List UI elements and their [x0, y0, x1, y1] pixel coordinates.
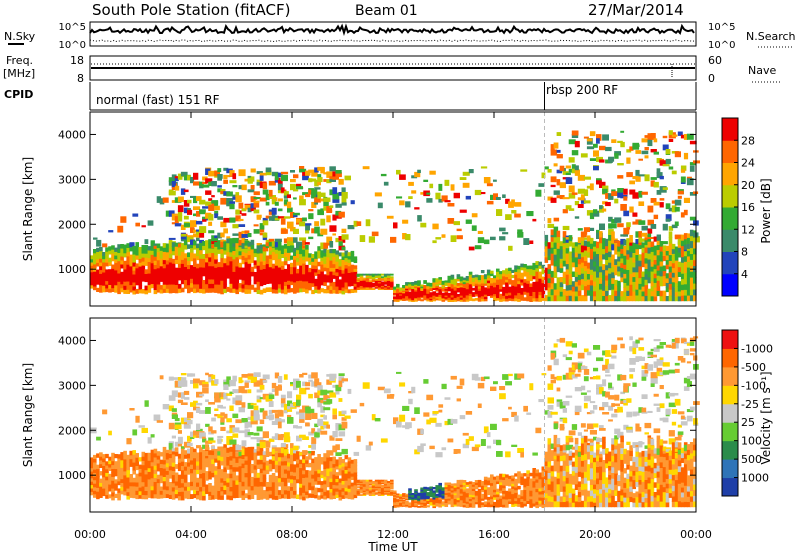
power-colorbar-swatch [722, 185, 738, 208]
velocity-colorbar-label: Velocity [m s⁻¹] [759, 371, 773, 464]
xtick-5: 20:00 [579, 528, 611, 541]
freq-tick-bottom: 8 [77, 72, 84, 85]
velocity-colorbar-swatch [722, 422, 738, 441]
velocity-ytick-3: 4000 [58, 334, 86, 347]
velocity-colorbar-swatch [722, 404, 738, 423]
nsky-tick-bottom: 10^0 [59, 40, 86, 51]
power-ytick-1: 2000 [58, 218, 86, 231]
power-colorbar-tick-0: 4 [741, 268, 748, 281]
power-colorbar-swatch [722, 229, 738, 252]
nsearch-tick-top: 10^5 [708, 22, 735, 33]
power-colorbar-swatch [722, 163, 738, 186]
nsearch-label: N.Search [746, 30, 796, 43]
nsky-trace [90, 26, 694, 33]
xtick-2: 08:00 [276, 528, 308, 541]
power-panel: 1000 2000 3000 4000 Slant Range [km] 4 8 12 16… [21, 112, 773, 306]
cpid-segment-normal: normal (fast) 151 RF [96, 93, 220, 107]
power-colorbar-label: Power [dB] [759, 178, 773, 243]
station-title: South Pole Station (fitACF) [92, 1, 290, 19]
xtick-0: 00:00 [74, 528, 106, 541]
xtick-1: 04:00 [175, 528, 207, 541]
power-ytick-0: 1000 [58, 263, 86, 276]
power-colorbar-swatch [722, 118, 738, 141]
power-colorbar-swatch [722, 252, 738, 275]
power-colorbar-swatch [722, 207, 738, 230]
time-xlabel: Time UT [367, 540, 418, 554]
xtick-4: 16:00 [478, 528, 510, 541]
velocity-colorbar-swatch [722, 385, 738, 404]
nsky-tick-top: 10^5 [59, 22, 86, 33]
nave-label: Nave [748, 64, 776, 77]
nsky-panel: N.Sky 10^5 10^0 10^5 10^0 N.Search [4, 22, 796, 51]
velocity-colorbar-swatch [722, 348, 738, 367]
power-colorbar-tick-6: 28 [741, 134, 755, 147]
power-ytick-2: 3000 [58, 173, 86, 186]
beam-label: Beam 01 [355, 3, 418, 19]
power-colorbar-tick-2: 12 [741, 223, 755, 236]
power-ylabel: Slant Range [km] [21, 157, 35, 261]
nsearch-trace [90, 40, 694, 42]
power-colorbar: 4 8 12 16 20 24 28 [722, 118, 755, 297]
freq-label-2: [MHz] [3, 67, 35, 80]
velocity-ylabel: Slant Range [km] [21, 363, 35, 467]
velocity-colorbar-tick-4: -25 [741, 398, 759, 411]
freq-label-1: Freq. [6, 54, 33, 67]
velocity-ytick-2: 3000 [58, 379, 86, 392]
velocity-colorbar-swatch [722, 478, 738, 497]
cpid-label: CPID [4, 88, 33, 101]
cpid-panel: CPID normal (fast) 151 RF rbsp 200 RF [4, 82, 696, 110]
velocity-ytick-0: 1000 [58, 469, 86, 482]
power-ytick-3: 4000 [58, 128, 86, 141]
velocity-colorbar-tick-0: 1000 [741, 472, 769, 485]
power-heatmap [90, 112, 700, 306]
power-colorbar-swatch [722, 140, 738, 163]
freq-tick-top: 18 [70, 54, 84, 67]
power-colorbar-tick-1: 8 [741, 246, 748, 259]
power-colorbar-tick-5: 24 [741, 157, 755, 170]
power-colorbar-tick-4: 20 [741, 179, 755, 192]
velocity-colorbar-swatch [722, 367, 738, 386]
velocity-colorbar-swatch [722, 459, 738, 478]
nsky-label: N.Sky [4, 30, 36, 43]
freq-panel: Freq. [MHz] 18 8 60 0 Nave [3, 54, 780, 85]
nave-tick-bottom: 0 [708, 72, 715, 85]
velocity-ytick-1: 2000 [58, 424, 86, 437]
velocity-colorbar-swatch [722, 441, 738, 460]
date-label: 27/Mar/2014 [588, 1, 684, 19]
velocity-colorbar-tick-7: -1000 [741, 342, 773, 355]
power-colorbar-swatch [722, 274, 738, 297]
velocity-colorbar-swatch [722, 330, 738, 349]
nave-tick-top: 60 [708, 54, 722, 67]
velocity-colorbar-tick-3: 25 [741, 416, 755, 429]
xtick-6: 00:00 [680, 528, 712, 541]
velocity-heatmap [90, 318, 700, 512]
cpid-segment-rbsp: rbsp 200 RF [546, 83, 618, 97]
nsearch-tick-bottom: 10^0 [708, 40, 735, 51]
power-colorbar-tick-3: 16 [741, 201, 755, 214]
